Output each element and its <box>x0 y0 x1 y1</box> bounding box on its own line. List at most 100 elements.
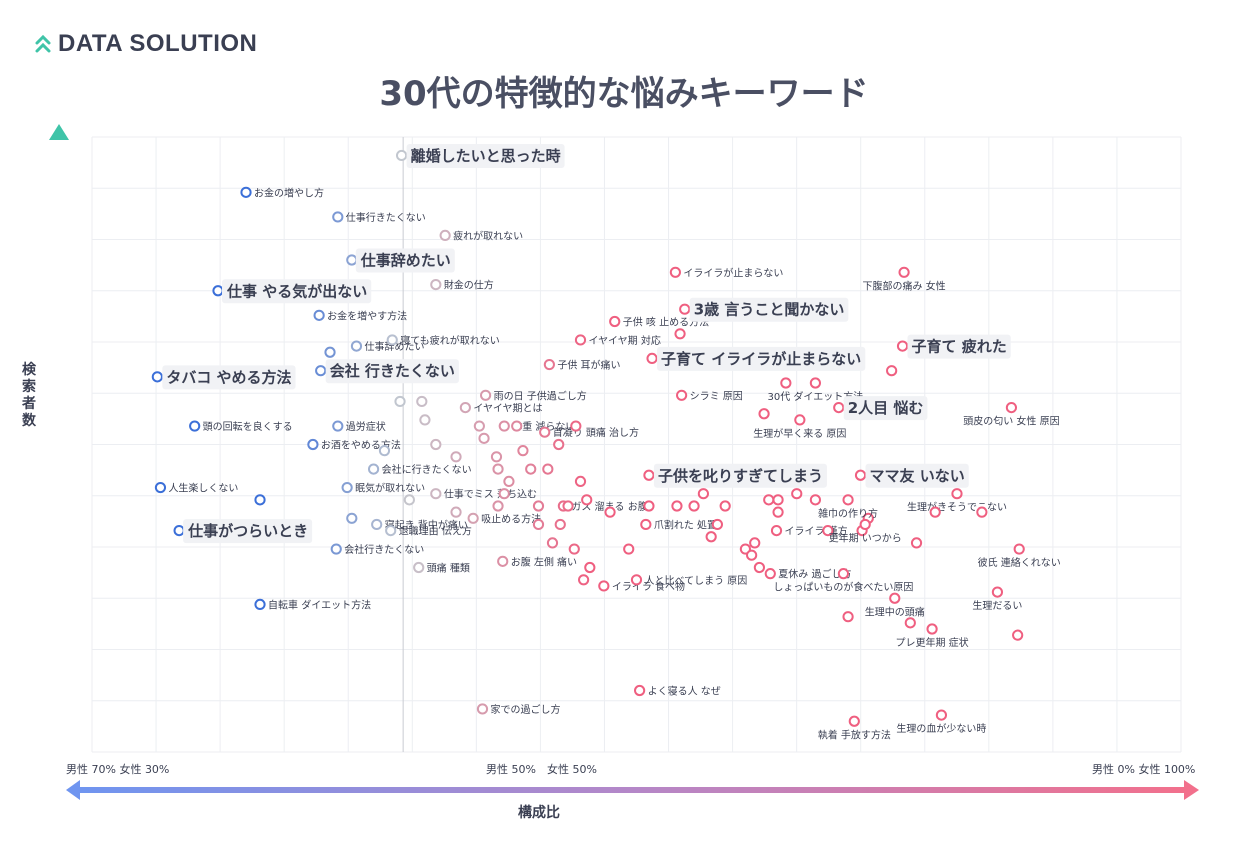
data-label: イライラ 食べ物 <box>612 580 685 593</box>
data-point <box>553 438 565 451</box>
data-label: イヤイヤ期 対応 <box>588 334 660 347</box>
data-point <box>324 346 336 358</box>
data-label: 眠気が取れない <box>355 482 425 495</box>
data-point <box>503 475 515 487</box>
x-axis-arrow <box>76 787 1186 793</box>
data-label-emphasis: ママ友 いない <box>870 467 965 485</box>
data-point <box>780 377 792 389</box>
data-label: 過労症状 <box>346 420 386 433</box>
data-label: 下腹部の痛み 女性 <box>862 279 945 292</box>
data-point <box>430 279 442 291</box>
data-point <box>859 518 871 531</box>
data-point <box>809 377 822 389</box>
data-point <box>315 365 327 377</box>
data-label: イヤイヤ期とは <box>473 403 542 415</box>
data-point <box>532 518 545 531</box>
data-point <box>646 352 658 364</box>
data-point <box>511 420 523 432</box>
data-point <box>697 488 709 500</box>
data-label-emphasis: 離婚したいと思った時 <box>411 147 561 165</box>
data-point <box>763 494 775 506</box>
data-label: 寝ても疲れが取れない <box>400 334 500 347</box>
data-point <box>394 395 406 408</box>
data-label: 更年期 いつから <box>829 531 902 544</box>
data-point <box>459 402 471 414</box>
data-label: 自転車 ダイエット方法 <box>268 598 371 611</box>
data-point <box>189 420 201 432</box>
data-point <box>578 574 590 586</box>
data-point <box>669 266 681 278</box>
data-point <box>1005 402 1018 414</box>
data-point <box>430 438 442 451</box>
data-point <box>809 494 822 506</box>
data-point <box>413 561 425 574</box>
data-point <box>450 506 462 518</box>
data-point <box>539 426 551 438</box>
x-tick-label-right: 男性 0% 女性 100% <box>1092 763 1196 776</box>
data-label-background <box>843 396 928 421</box>
double-chevron-up-icon <box>35 34 51 53</box>
data-point <box>212 285 224 297</box>
data-point <box>439 229 451 241</box>
data-point <box>546 537 559 549</box>
data-point <box>313 309 325 321</box>
data-point <box>1012 629 1024 641</box>
data-point <box>711 518 723 531</box>
data-point <box>822 525 834 537</box>
data-point <box>151 371 163 383</box>
data-point <box>543 358 555 371</box>
data-label: 吸止める方法 <box>481 512 541 525</box>
data-point <box>385 525 397 537</box>
data-point <box>498 420 510 432</box>
data-point <box>254 494 266 506</box>
y-axis-arrow-head <box>49 124 69 140</box>
data-label-background <box>222 279 372 304</box>
data-label-emphasis: タバコ やめる方法 <box>166 368 291 386</box>
data-point <box>794 414 806 426</box>
data-point <box>772 506 784 518</box>
data-point <box>833 402 845 414</box>
data-label: 退職理由 伝え方 <box>399 525 472 538</box>
data-point <box>643 500 655 512</box>
chart-title: 30代の特徴的な悩みキーワード <box>379 74 869 114</box>
data-point <box>926 623 938 635</box>
data-label: 仕事辞めたい <box>364 340 424 353</box>
data-point <box>991 586 1004 598</box>
data-label-emphasis: 仕事がつらいとき <box>187 522 308 540</box>
x-axis-arrow-head-left <box>66 780 80 800</box>
data-point <box>679 303 691 315</box>
data-label: 生理の血が少ない時 <box>896 722 986 735</box>
data-label: よく寝る人 なぜ <box>648 685 721 698</box>
data-point <box>904 617 916 629</box>
data-label: 人と比べてしまう 原因 <box>645 575 748 587</box>
data-point <box>568 543 580 555</box>
data-label: 頭の回転を良くする <box>203 420 293 433</box>
data-point <box>497 555 509 567</box>
x-axis-arrow-head-right <box>1184 780 1199 800</box>
data-label-background <box>406 143 565 168</box>
data-point <box>640 518 652 531</box>
data-point <box>476 703 489 715</box>
data-point <box>753 561 766 574</box>
data-label: 生理中の頭痛 <box>865 605 925 618</box>
data-point <box>492 463 504 475</box>
data-point <box>395 149 408 162</box>
data-label: 30代 ダイエット方法 <box>768 390 864 403</box>
x-tick-label-center: 男性 50% 女性 50% <box>486 763 597 776</box>
data-label: 会社行きたくない <box>344 543 424 556</box>
data-point <box>791 488 803 500</box>
data-label: お腹 左側 痛い <box>511 555 577 568</box>
data-point <box>837 568 850 580</box>
data-point <box>154 481 167 494</box>
data-label-background <box>865 463 969 488</box>
data-point <box>346 512 358 524</box>
data-label-background <box>325 359 459 384</box>
data-label: 夏休み 過ごし方 <box>778 568 851 581</box>
data-label: イライラが止まらない <box>683 266 783 279</box>
data-label: 彼氏 連絡くれない <box>978 556 1061 569</box>
data-point <box>532 500 545 512</box>
data-point <box>478 432 490 444</box>
data-label: 子供 耳が痛い <box>557 359 620 372</box>
data-point <box>842 494 854 506</box>
data-label-background <box>653 463 827 488</box>
